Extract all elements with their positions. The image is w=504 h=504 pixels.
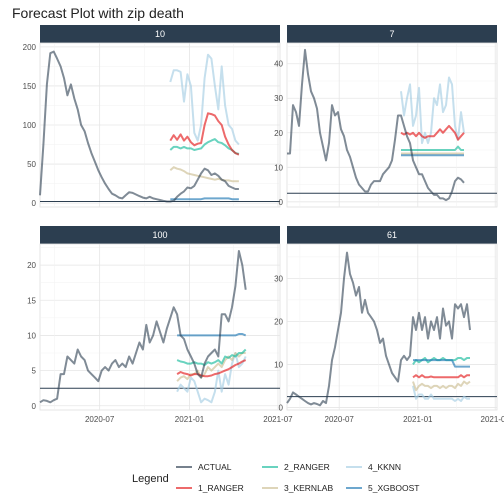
y-tick-label: 10 <box>27 331 36 340</box>
facet-strip <box>287 25 497 43</box>
x-tick-label: 2021-01 <box>175 415 205 424</box>
y-tick-label: 0 <box>279 198 284 207</box>
facet-strip-label: 100 <box>152 230 167 240</box>
x-tick-label: 2020-07 <box>85 415 115 424</box>
facet-panel-61: 61 0 10 20 30 2020-07 2021-01 2021-07 <box>274 226 504 424</box>
series-line-1-ranger <box>176 359 247 378</box>
y-tick-label: 10 <box>274 163 283 172</box>
facet-strip-label: 10 <box>155 29 165 39</box>
series-line-1-ranger <box>412 374 470 379</box>
x-tick-label: 2020-07 <box>325 415 355 424</box>
legend-label-actual: ACTUAL <box>198 462 232 472</box>
series-line-5-xgboost <box>170 197 239 201</box>
y-tick-label: 0 <box>279 403 284 412</box>
y-tick-label: 20 <box>274 129 283 138</box>
legend-label-1-ranger: 1_RANGER <box>198 483 244 493</box>
facet-panel-7: 7 0 10 20 30 40 <box>274 25 498 208</box>
series-line-2-ranger <box>169 138 240 155</box>
y-tick-label: 0 <box>32 402 37 411</box>
panel-background <box>39 243 281 411</box>
y-tick-label: 200 <box>23 43 37 52</box>
series-line-3-kernlab <box>412 380 471 392</box>
facet-strip <box>40 226 280 244</box>
legend-label-2-ranger: 2_RANGER <box>284 462 330 472</box>
series-line-4-kknn <box>400 76 465 145</box>
series-line-2-ranger <box>176 348 247 366</box>
panel-background <box>286 243 498 411</box>
x-tick-label: 2021-07 <box>481 415 504 424</box>
series-line-3-kernlab <box>169 166 239 183</box>
series-line-4-kknn <box>412 385 470 402</box>
series-line-actual <box>287 48 465 202</box>
series-line-5-xgboost <box>413 359 470 368</box>
y-tick-label: 30 <box>274 94 283 103</box>
y-tick-label: 20 <box>27 261 36 270</box>
series-line-actual <box>39 50 239 203</box>
facet-panels: 100501001502007010203040100051015202020-… <box>23 25 504 424</box>
x-tick-label: 2021-07 <box>263 415 293 424</box>
y-tick-label: 40 <box>274 60 283 69</box>
x-tick-label: 2021-01 <box>403 415 433 424</box>
legend-title: Legend <box>132 473 169 485</box>
y-tick-label: 150 <box>23 82 37 91</box>
series-line-5-xgboost <box>177 333 247 337</box>
legend-label-3-kernlab: 3_KERNLAB <box>284 483 333 493</box>
legend-label-4-kknn: 4_KKNN <box>368 462 401 472</box>
y-tick-label: 15 <box>27 296 36 305</box>
legend-label-5-xgboost: 5_XGBOOST <box>368 483 420 493</box>
y-tick-label: 100 <box>23 121 37 130</box>
y-tick-label: 50 <box>27 160 36 169</box>
chart-title: Forecast Plot with zip death <box>12 5 184 21</box>
series-line-1-ranger <box>169 112 240 156</box>
facet-strip <box>287 226 497 244</box>
y-tick-label: 5 <box>32 367 37 376</box>
y-tick-label: 30 <box>274 274 283 283</box>
y-tick-label: 20 <box>274 317 283 326</box>
series-line-actual <box>286 251 471 407</box>
y-tick-label: 10 <box>274 360 283 369</box>
y-tick-label: 0 <box>32 199 37 208</box>
facet-strip <box>40 25 280 43</box>
series-line-1-ranger <box>400 124 465 141</box>
facet-strip-label: 7 <box>389 29 394 39</box>
legend: Legend ACTUAL 1_RANGER 2_RANGER 3_KERNLAB 4_… <box>132 462 420 493</box>
facet-strip-label: 61 <box>387 230 397 240</box>
series-line-actual <box>39 250 247 404</box>
series-line-4-kknn <box>169 53 240 146</box>
